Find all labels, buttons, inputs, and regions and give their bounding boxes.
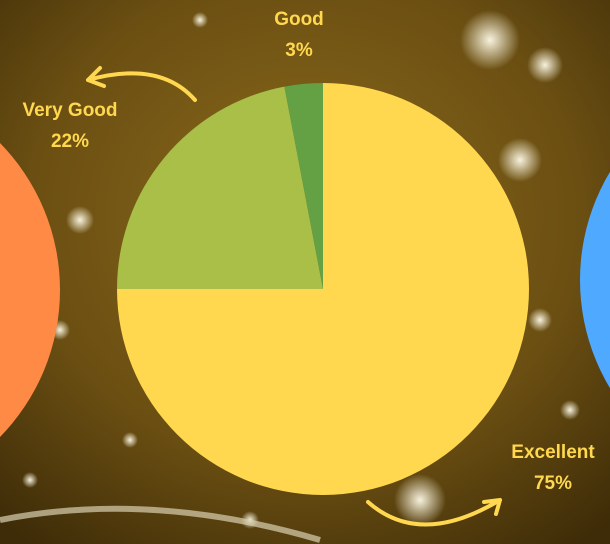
pie-slice [284, 83, 323, 289]
pie [117, 83, 529, 495]
arrow [86, 66, 197, 102]
slice-label: Good [274, 9, 324, 30]
slice-label: Excellent [511, 442, 595, 463]
value-label: 3% [285, 40, 313, 61]
pie-slice [117, 86, 323, 289]
value-label: 22% [51, 131, 89, 152]
side-circle [580, 171, 610, 389]
slice-label: Very Good [22, 100, 117, 121]
decor-arc [0, 505, 321, 543]
arrow [366, 498, 502, 527]
side-circle [0, 143, 60, 437]
stars [22, 10, 580, 529]
value-label: 75% [534, 473, 572, 494]
